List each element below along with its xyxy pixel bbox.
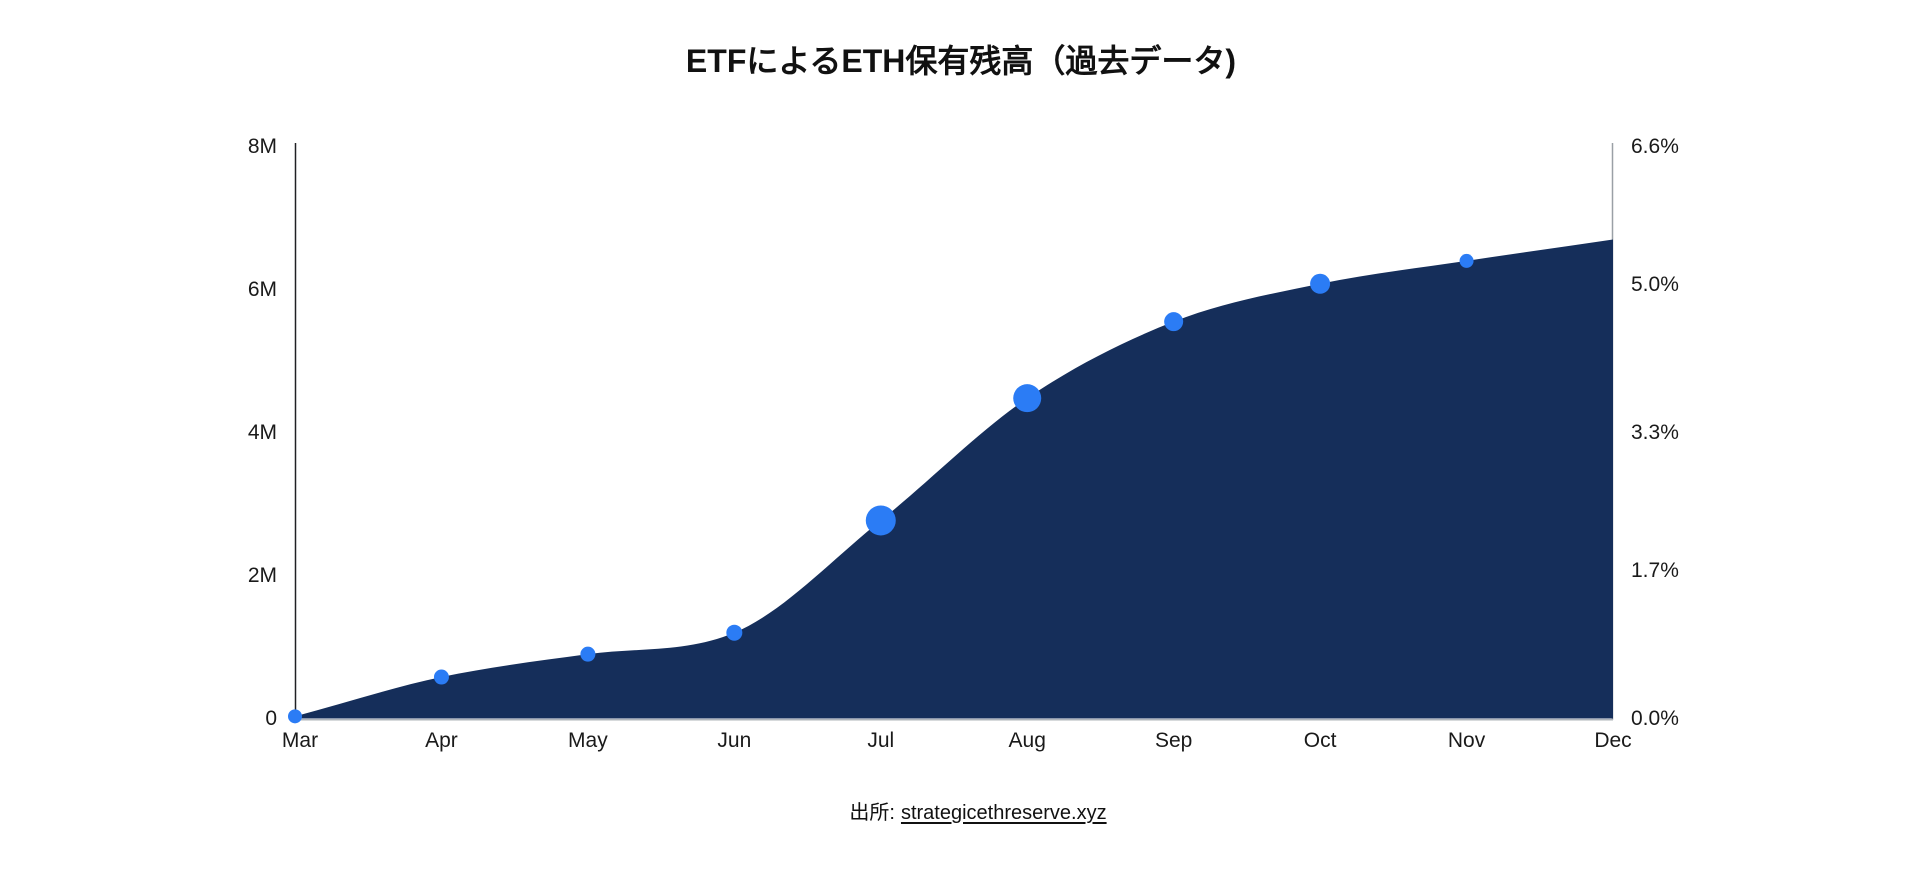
chart-title: ETFによるETH保有残高（過去データ) — [685, 43, 1237, 79]
data-point-sep[interactable] — [1164, 312, 1184, 332]
data-point-mar[interactable] — [288, 709, 302, 724]
data-point-may[interactable] — [580, 646, 596, 662]
x-axis-tick-label: Mar — [281, 729, 319, 752]
x-axis-tick-label: Nov — [1447, 729, 1486, 752]
x-axis-tick-label: Aug — [1008, 729, 1046, 752]
y-axis-right-tick-label: 1.7% — [1631, 559, 1679, 583]
y-axis-left-tick-label: 6M — [247, 277, 277, 301]
y-axis-left-tick-label: 4M — [247, 420, 277, 444]
y-axis-right-tick-label: 3.3% — [1631, 420, 1679, 444]
data-point-aug[interactable] — [1013, 384, 1042, 413]
x-axis-tick-label: May — [568, 729, 608, 752]
data-point-jul[interactable] — [865, 505, 896, 536]
source-link[interactable]: strategicethreserve.xyz — [900, 802, 1107, 824]
x-axis-tick-label: Apr — [425, 729, 458, 752]
source-note: 出所: strategicethreserve.xyz — [849, 800, 1106, 826]
source-label: 出所: — [849, 802, 895, 824]
x-axis-tick-label: Jun — [717, 729, 752, 752]
y-axis-right-tick-label: 6.6% — [1631, 134, 1679, 158]
y-axis-left-tick-label: 0 — [265, 706, 277, 730]
x-axis-tick-label: Sep — [1154, 729, 1193, 752]
y-axis-right-tick-label: 0.0% — [1631, 706, 1679, 730]
data-point-oct[interactable] — [1310, 273, 1331, 294]
eth-holdings-area — [295, 239, 1613, 719]
data-point-jun[interactable] — [726, 624, 743, 641]
y-axis-left-tick-label: 8M — [247, 134, 277, 158]
data-point-nov[interactable] — [1459, 253, 1474, 268]
y-axis-left-tick-label: 2M — [247, 563, 277, 587]
y-axis-right-tick-label: 5.0% — [1631, 273, 1679, 297]
data-point-apr[interactable] — [433, 669, 449, 685]
x-axis-tick-label: Dec — [1594, 729, 1632, 752]
x-axis-tick-label: Oct — [1303, 729, 1337, 752]
x-axis-tick-label: Jul — [867, 729, 895, 752]
